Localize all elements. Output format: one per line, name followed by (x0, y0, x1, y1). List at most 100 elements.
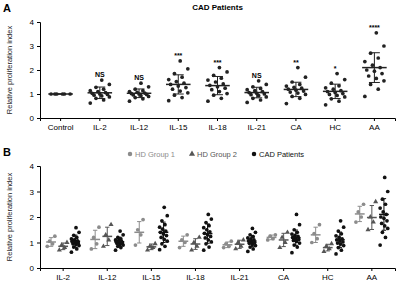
mean-line (191, 243, 201, 245)
error-cap (313, 227, 317, 228)
tick-mark (37, 243, 40, 244)
tick: AA (369, 118, 380, 132)
error-cap (137, 221, 141, 222)
error-cap (105, 245, 109, 246)
axis-title: Relative proliferation index (5, 173, 14, 262)
point (335, 72, 339, 76)
point (225, 70, 229, 74)
mean-line (323, 247, 333, 249)
mean-line (159, 232, 169, 234)
annotation: NS (95, 71, 105, 78)
error-cap (370, 229, 374, 230)
point (379, 215, 383, 219)
series (48, 31, 386, 107)
point (121, 233, 125, 237)
point (339, 248, 343, 252)
point (380, 222, 384, 226)
legend-label: HD Group 2 (197, 150, 237, 159)
point (223, 86, 227, 90)
point (386, 190, 390, 194)
point (381, 210, 385, 214)
point (354, 220, 358, 224)
tick-mark (239, 268, 240, 271)
point (178, 89, 182, 93)
tick-mark (37, 268, 40, 269)
point (285, 102, 289, 106)
x-axis: ControlIL-2IL-12IL-15IL-18IL-21CAHCAA (41, 118, 396, 132)
mean-line (48, 93, 73, 95)
point (273, 233, 277, 237)
point (373, 199, 378, 203)
tick-mark (37, 166, 40, 167)
point (202, 248, 206, 252)
point (178, 59, 182, 63)
point (245, 88, 249, 92)
point (178, 246, 182, 250)
error-cap (281, 246, 285, 247)
error-cap (161, 242, 165, 243)
error-cap (338, 247, 342, 248)
error-cap (212, 76, 223, 77)
error-cap (326, 244, 330, 245)
tick-mark (217, 118, 218, 121)
point (334, 252, 338, 256)
error-cap (251, 87, 262, 88)
point (209, 217, 213, 221)
point (186, 67, 190, 71)
point (205, 228, 209, 232)
tick: 1 (30, 239, 40, 248)
series (70, 176, 390, 256)
tick: IL-18 (186, 268, 205, 282)
error-cap (237, 240, 241, 241)
point (225, 92, 229, 96)
point (246, 250, 250, 254)
point (382, 79, 386, 83)
point (167, 99, 171, 103)
panel: 01234IL-2IL-12IL-15IL-18IL-21CAHCAARelat… (3, 146, 396, 282)
point (45, 244, 49, 248)
point (374, 31, 378, 35)
point (184, 86, 188, 90)
error-cap (49, 237, 53, 238)
legend-label: CAD Patients (259, 150, 304, 159)
tick-mark (37, 94, 40, 95)
tick-mark (327, 268, 328, 271)
mean-line (134, 232, 144, 234)
point (290, 232, 294, 236)
error-cap (225, 241, 229, 242)
tick: HC (329, 118, 341, 132)
point (139, 81, 143, 85)
point (206, 238, 210, 242)
mean-line (90, 239, 100, 241)
point (210, 88, 214, 92)
error-cap (290, 82, 301, 83)
point (53, 234, 57, 238)
mean-line (279, 239, 289, 241)
point (367, 74, 371, 78)
panel-label: B (3, 146, 11, 158)
tick-label: IL-21 (230, 273, 249, 282)
error-cap (94, 87, 105, 88)
error-cap (313, 242, 317, 243)
mean-line (178, 240, 188, 242)
error-cap (193, 238, 197, 239)
point (378, 206, 382, 210)
point (97, 225, 101, 229)
point (310, 241, 314, 245)
tick: IL-15 (142, 268, 161, 282)
axis-line (41, 119, 396, 122)
y-axis: 01234 (30, 162, 41, 273)
tick-mark (37, 22, 40, 23)
tick: 0 (30, 264, 40, 273)
mean-line (166, 84, 191, 86)
legend-marker (252, 152, 257, 157)
series (57, 199, 378, 253)
point (100, 78, 104, 82)
x-axis: IL-2IL-12IL-15IL-18IL-21CAHCAA (41, 268, 396, 282)
annotation: ** (293, 59, 299, 66)
tick-label: IL-2 (56, 273, 70, 282)
point (77, 230, 81, 234)
tick-label: IL-15 (169, 123, 188, 132)
point (298, 223, 302, 227)
point (107, 83, 111, 87)
